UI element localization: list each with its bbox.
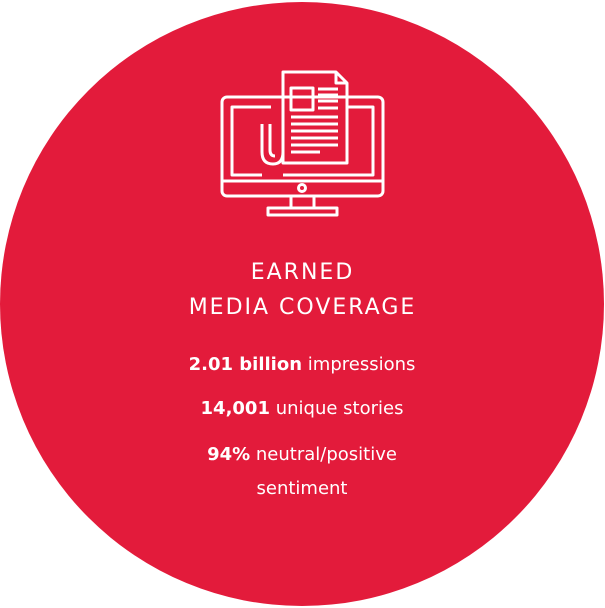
title-line: MEDIA COVERAGE (188, 295, 417, 320)
stat: 2.01 billion impressions (152, 350, 452, 380)
stat-label: unique stories (275, 398, 404, 419)
title-line: EARNED (250, 260, 355, 285)
stat-value: 2.01 billion (188, 354, 303, 375)
stat-label: impressions (307, 354, 416, 375)
stat-value: 14,001 (200, 398, 270, 419)
stat-label: neutral/positive sentiment (255, 444, 397, 499)
stat: 14,001 unique stories (152, 394, 452, 424)
stat: 94% neutral/positive sentiment (187, 438, 417, 506)
stat-value: 94% (207, 444, 251, 465)
monitor-icon (220, 70, 385, 217)
